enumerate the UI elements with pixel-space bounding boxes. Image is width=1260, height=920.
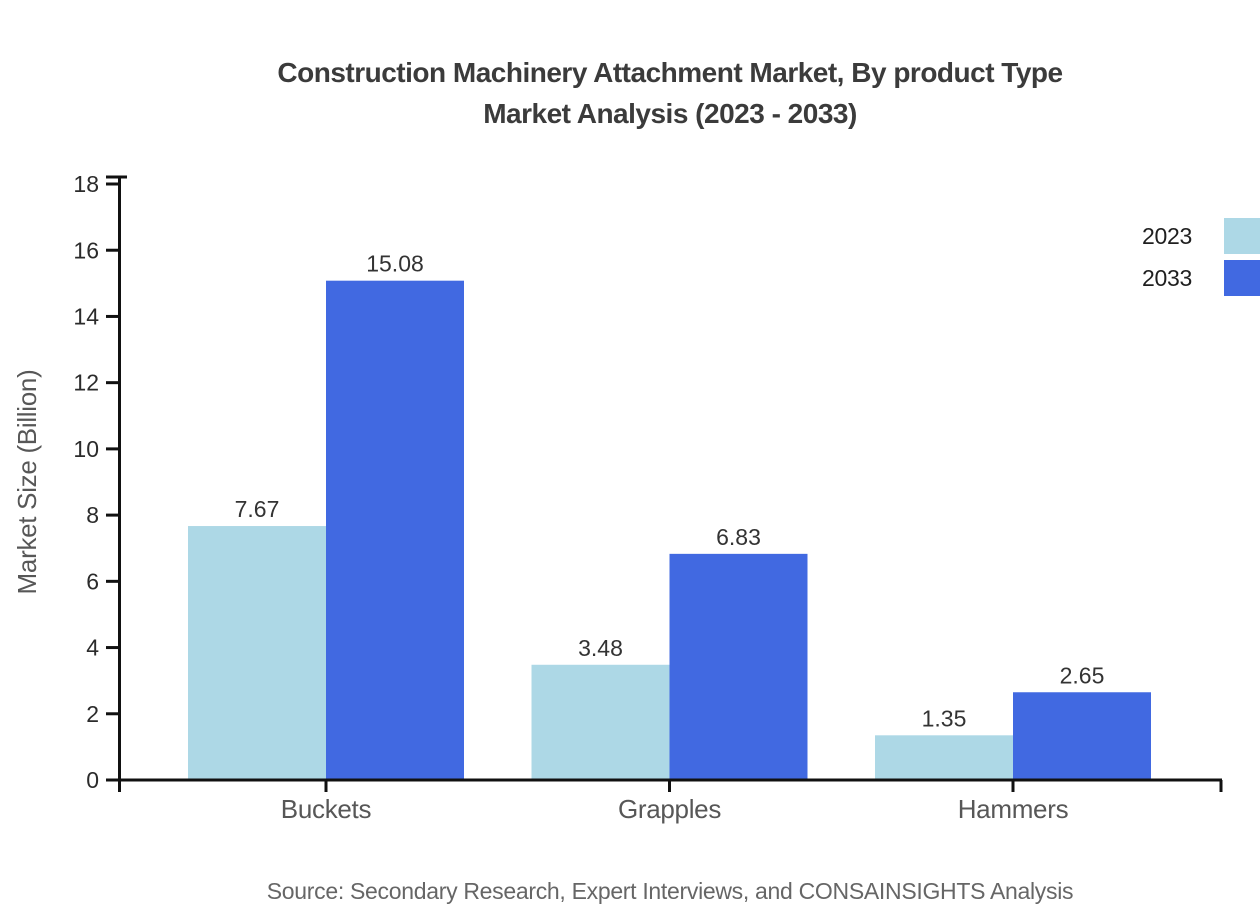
y-tick-label: 18: [73, 171, 99, 197]
chart-title-line1: Construction Machinery Attachment Market…: [277, 57, 1063, 88]
x-category-label-grapples: Grapples: [618, 794, 721, 824]
value-label-2033-grapples: 6.83: [716, 524, 761, 550]
value-label-2023-grapples: 3.48: [578, 635, 623, 661]
x-category-label-hammers: Hammers: [958, 794, 1069, 824]
y-axis-title: Market Size (Billion): [12, 370, 42, 595]
source-note: Source: Secondary Research, Expert Inter…: [266, 878, 1074, 904]
bar-2023-buckets: [188, 526, 326, 780]
legend-label-2033: 2033: [1142, 264, 1192, 291]
y-tick-label: 2: [86, 701, 99, 727]
legend-swatch-2023-icon: [1224, 218, 1260, 254]
y-tick-label: 16: [73, 237, 99, 263]
legend-item-2023: 2023: [1142, 218, 1260, 254]
legend-swatch-2033-icon: [1224, 260, 1260, 296]
value-label-2033-buckets: 15.08: [366, 251, 424, 277]
bar-2033-buckets: [326, 280, 464, 780]
chart-title-line2: Market Analysis (2023 - 2033): [483, 98, 857, 129]
y-tick-label: 4: [86, 635, 99, 661]
bar-2033-grapples: [669, 553, 808, 780]
x-category-label-buckets: Buckets: [281, 794, 372, 824]
chart-title: Construction Machinery Attachment Market…: [118, 52, 1222, 134]
bar-2033-hammers: [1013, 692, 1151, 780]
y-tick-label: 8: [86, 502, 99, 528]
value-label-2023-buckets: 7.67: [235, 496, 280, 522]
legend-item-2033: 2033: [1142, 260, 1260, 296]
value-label-2023-hammers: 1.35: [922, 705, 967, 731]
chart-legend: 2023 2033: [1142, 218, 1260, 296]
y-tick-label: 14: [73, 303, 99, 329]
y-tick-label: 12: [73, 370, 99, 396]
y-tick-label: 10: [73, 436, 99, 462]
value-label-2033-hammers: 2.65: [1060, 662, 1105, 688]
y-tick-label: 6: [86, 568, 99, 594]
bar-2023-grapples: [531, 664, 670, 780]
y-tick-label: 0: [86, 767, 99, 793]
bar-2023-hammers: [875, 735, 1013, 780]
legend-label-2023: 2023: [1142, 222, 1192, 249]
